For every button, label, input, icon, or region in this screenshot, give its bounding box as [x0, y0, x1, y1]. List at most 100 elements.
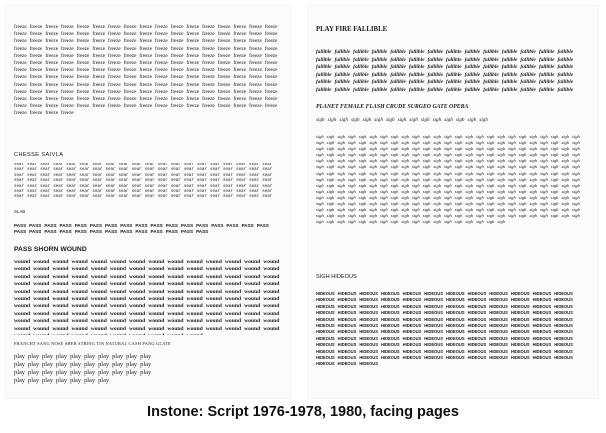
- repeated-word: freeze: [233, 96, 247, 103]
- repeated-word: fallible: [557, 64, 574, 70]
- repeated-word: sigh: [454, 219, 463, 225]
- repeated-word: freeze: [76, 74, 90, 81]
- repeated-word: sigh: [337, 176, 346, 182]
- repeated-word: freeze: [108, 60, 121, 67]
- repeated-word: sigh: [444, 207, 452, 213]
- repeated-word: HIDEOUS: [510, 297, 530, 303]
- repeated-word: play: [98, 361, 110, 368]
- repeated-word: HIDEOUS: [316, 291, 335, 296]
- repeated-word: freeze: [14, 31, 27, 38]
- repeated-word: sigh: [433, 158, 442, 164]
- repeated-word: sear: [66, 173, 77, 178]
- repeated-word: sigh: [561, 170, 570, 176]
- repeated-word: sigh: [390, 170, 399, 176]
- repeated-word: HIDEOUS: [316, 323, 335, 329]
- repeated-word: sigh: [412, 146, 420, 152]
- repeated-word: sigh: [348, 188, 356, 194]
- repeated-word: wound: [224, 310, 242, 317]
- repeated-word: fallible: [334, 79, 351, 85]
- repeated-word: sigh: [326, 134, 335, 139]
- repeated-word: sigh: [337, 164, 346, 170]
- repeated-word: sigh: [380, 134, 388, 139]
- repeated-word: freeze: [29, 67, 43, 74]
- repeated-word: freeze: [264, 31, 278, 38]
- repeated-word: HIDEOUS: [489, 303, 508, 309]
- repeated-word: PASS: [89, 223, 103, 228]
- repeated-word: sear: [53, 190, 64, 195]
- repeated-word: wound: [71, 281, 88, 288]
- repeated-word: sear: [66, 163, 77, 167]
- repeated-word: sear: [40, 190, 51, 195]
- repeated-word: sigh: [380, 219, 388, 225]
- repeated-word: freeze: [249, 96, 262, 103]
- repeated-word: freeze: [186, 67, 200, 74]
- repeated-word: wound: [129, 266, 146, 273]
- repeated-word: sear: [262, 190, 273, 195]
- repeated-word: PASS: [29, 223, 42, 228]
- repeated-word: sigh: [380, 140, 388, 146]
- repeated-word: sear: [170, 163, 181, 167]
- repeated-word: sigh: [326, 213, 335, 219]
- repeated-word: wound: [14, 281, 31, 288]
- repeated-word: sear: [105, 184, 116, 189]
- repeated-word: sigh: [467, 117, 477, 123]
- repeated-word: wound: [224, 266, 242, 273]
- repeated-word: sear: [92, 168, 103, 173]
- repeated-word: PASS: [14, 229, 27, 235]
- repeated-word: sigh: [454, 201, 463, 207]
- repeated-word: sigh: [316, 170, 324, 176]
- repeated-word: freeze: [233, 67, 247, 74]
- repeated-word: sigh: [508, 188, 516, 194]
- repeated-word: PASS: [14, 223, 27, 228]
- repeated-word: HIDEOUS: [359, 316, 378, 322]
- repeated-word: freeze: [76, 45, 90, 52]
- repeated-word: freeze: [202, 52, 215, 59]
- repeated-word: sear: [105, 168, 116, 173]
- repeated-word: PASS: [150, 223, 163, 228]
- repeated-word: sigh: [444, 194, 452, 200]
- repeated-word: sigh: [518, 152, 527, 158]
- repeated-word: freeze: [29, 24, 43, 30]
- repeated-word: play: [112, 361, 124, 368]
- repeated-word: sigh: [540, 158, 548, 164]
- repeated-word: sigh: [486, 201, 495, 207]
- repeated-word: freeze: [76, 103, 90, 110]
- repeated-word: sear: [249, 173, 260, 178]
- repeated-word: fallible: [408, 79, 425, 85]
- repeated-word: play: [84, 361, 96, 368]
- repeated-word: sigh: [390, 213, 399, 219]
- repeated-word: freeze: [139, 88, 153, 95]
- repeated-word: sigh: [572, 170, 580, 176]
- repeated-word: freeze: [217, 74, 231, 81]
- repeated-word: sigh: [540, 201, 548, 207]
- repeated-word: sigh: [380, 170, 388, 176]
- repeated-word: HIDEOUS: [359, 361, 378, 367]
- repeated-word: wound: [205, 266, 222, 273]
- repeated-word: freeze: [29, 38, 43, 45]
- repeated-word: sigh: [390, 140, 399, 146]
- repeated-word: HIDEOUS: [467, 329, 487, 335]
- repeated-word: sigh: [518, 182, 527, 188]
- repeated-word: sear: [92, 184, 103, 189]
- repeated-word: fallible: [446, 79, 462, 85]
- repeated-word: sigh: [358, 188, 367, 194]
- repeated-word: sigh: [561, 207, 570, 213]
- repeated-word: sigh: [326, 170, 335, 176]
- repeated-word: sear: [144, 173, 155, 178]
- repeated-word: sigh: [572, 164, 580, 170]
- repeated-word: sear: [196, 179, 207, 184]
- repeated-word: freeze: [217, 103, 231, 110]
- repeated-word: sear: [236, 163, 247, 167]
- repeated-word: sigh: [337, 213, 346, 219]
- repeated-word: sigh: [444, 188, 452, 194]
- repeated-word: freeze: [233, 45, 247, 52]
- repeated-word: play: [28, 369, 40, 376]
- repeated-word: freeze: [170, 24, 184, 30]
- repeated-word: fallible: [316, 86, 332, 93]
- repeated-word: wound: [52, 325, 69, 332]
- repeated-word: freeze: [155, 31, 168, 38]
- repeated-word: play: [28, 353, 40, 360]
- repeated-word: play: [28, 361, 40, 368]
- repeated-word: sigh: [337, 188, 346, 194]
- repeated-word: freeze: [45, 110, 59, 117]
